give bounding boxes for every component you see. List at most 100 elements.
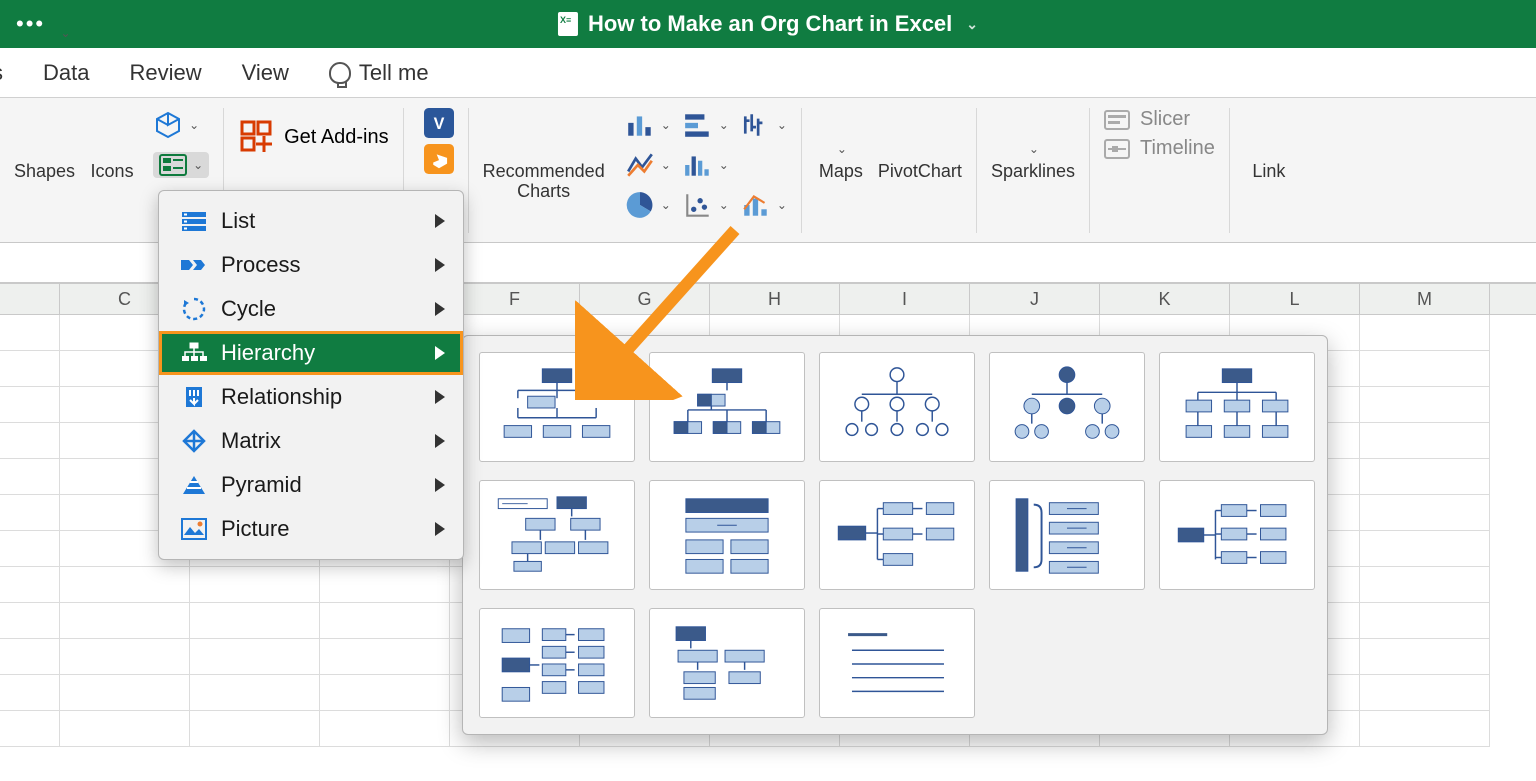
hierarchy-layout-thumb[interactable] bbox=[819, 480, 975, 590]
menu-item-pyramid[interactable]: Pyramid bbox=[159, 463, 463, 507]
hierarchy-layout-thumb[interactable] bbox=[479, 352, 635, 462]
cell[interactable] bbox=[1360, 351, 1490, 387]
cell[interactable] bbox=[0, 351, 60, 387]
timeline-button[interactable]: Timeline bbox=[1104, 137, 1215, 160]
column-header[interactable]: J bbox=[970, 284, 1100, 314]
slicer-button[interactable]: Slicer bbox=[1104, 108, 1215, 131]
cell[interactable] bbox=[190, 639, 320, 675]
menu-item-process[interactable]: Process bbox=[159, 243, 463, 287]
link-button[interactable]: Link bbox=[1244, 108, 1294, 182]
maps-button[interactable]: ⌄ Maps bbox=[816, 108, 866, 182]
tab-partial[interactable]: s bbox=[0, 52, 3, 94]
title-chevron-icon[interactable]: ⌄ bbox=[966, 16, 978, 33]
cell[interactable] bbox=[60, 603, 190, 639]
menu-item-hierarchy[interactable]: Hierarchy bbox=[159, 331, 463, 375]
visio-icon[interactable]: V bbox=[424, 108, 454, 138]
cell[interactable] bbox=[60, 639, 190, 675]
tab-data[interactable]: Data bbox=[43, 52, 89, 94]
line-chart-icon[interactable] bbox=[625, 150, 655, 180]
cell[interactable] bbox=[1360, 603, 1490, 639]
cell[interactable] bbox=[0, 387, 60, 423]
hierarchy-layout-thumb[interactable] bbox=[1159, 352, 1315, 462]
hierarchy-layout-thumb[interactable] bbox=[819, 352, 975, 462]
window-menu-dots[interactable]: ••• bbox=[16, 11, 45, 37]
get-addins-label[interactable]: Get Add-ins bbox=[284, 126, 389, 149]
column-header[interactable] bbox=[0, 284, 60, 314]
cell[interactable] bbox=[60, 675, 190, 711]
hierarchy-layout-thumb[interactable] bbox=[989, 352, 1145, 462]
tab-review[interactable]: Review bbox=[129, 52, 201, 94]
cell[interactable] bbox=[1360, 459, 1490, 495]
cell[interactable] bbox=[0, 315, 60, 351]
hierarchy-layout-thumb[interactable] bbox=[1159, 480, 1315, 590]
tab-view[interactable]: View bbox=[242, 52, 289, 94]
column-header[interactable]: M bbox=[1360, 284, 1490, 314]
smartart-button[interactable]: ⌄ bbox=[153, 152, 209, 178]
hierarchy-layout-thumb[interactable] bbox=[649, 352, 805, 462]
menu-item-label: Process bbox=[221, 252, 300, 278]
cell[interactable] bbox=[60, 567, 190, 603]
cell[interactable] bbox=[190, 711, 320, 747]
sparklines-button[interactable]: ⌄ Sparklines bbox=[991, 108, 1075, 182]
column-header[interactable]: F bbox=[450, 284, 580, 314]
hierarchy-layout-thumb[interactable] bbox=[819, 608, 975, 718]
hierarchy-layout-thumb[interactable] bbox=[989, 480, 1145, 590]
cell[interactable] bbox=[320, 675, 450, 711]
tell-me-search[interactable]: Tell me bbox=[329, 52, 429, 94]
cell[interactable] bbox=[60, 711, 190, 747]
cell[interactable] bbox=[190, 675, 320, 711]
shapes-button[interactable]: ⌄ Shapes bbox=[14, 108, 75, 182]
cell[interactable] bbox=[190, 567, 320, 603]
menu-item-cycle[interactable]: Cycle bbox=[159, 287, 463, 331]
excel-doc-icon bbox=[558, 12, 578, 36]
cell[interactable] bbox=[0, 675, 60, 711]
cell[interactable] bbox=[320, 639, 450, 675]
bar-chart-icon[interactable] bbox=[683, 110, 713, 140]
column-header[interactable]: H bbox=[710, 284, 840, 314]
column-header[interactable]: I bbox=[840, 284, 970, 314]
cell[interactable] bbox=[0, 711, 60, 747]
scatter-chart-icon[interactable] bbox=[683, 190, 713, 220]
cell[interactable] bbox=[320, 711, 450, 747]
pivotchart-button[interactable]: PivotChart bbox=[878, 108, 962, 182]
cell[interactable] bbox=[0, 495, 60, 531]
cell[interactable] bbox=[1360, 639, 1490, 675]
menu-item-matrix[interactable]: Matrix bbox=[159, 419, 463, 463]
cell[interactable] bbox=[190, 603, 320, 639]
menu-item-relationship[interactable]: Relationship bbox=[159, 375, 463, 419]
column-header[interactable]: G bbox=[580, 284, 710, 314]
cell[interactable] bbox=[1360, 567, 1490, 603]
hierarchy-layout-thumb[interactable] bbox=[649, 608, 805, 718]
pie-chart-icon[interactable] bbox=[625, 190, 655, 220]
cell[interactable] bbox=[1360, 495, 1490, 531]
stock-chart-icon[interactable] bbox=[741, 110, 771, 140]
cell[interactable] bbox=[1360, 675, 1490, 711]
combo-chart-icon[interactable] bbox=[741, 190, 771, 220]
cell[interactable] bbox=[0, 531, 60, 567]
cell[interactable] bbox=[1360, 423, 1490, 459]
recommended-charts-button[interactable]: ? Recommended Charts bbox=[483, 108, 605, 202]
column-chart-icon[interactable] bbox=[625, 110, 655, 140]
cell[interactable] bbox=[0, 459, 60, 495]
cell[interactable] bbox=[0, 567, 60, 603]
cell[interactable] bbox=[1360, 387, 1490, 423]
bing-icon[interactable] bbox=[424, 144, 454, 174]
menu-item-list[interactable]: List bbox=[159, 199, 463, 243]
menu-item-picture[interactable]: Picture bbox=[159, 507, 463, 551]
column-header[interactable]: L bbox=[1230, 284, 1360, 314]
cell[interactable] bbox=[1360, 315, 1490, 351]
hierarchy-layout-thumb[interactable] bbox=[479, 608, 635, 718]
hierarchy-layout-thumb[interactable] bbox=[649, 480, 805, 590]
cell[interactable] bbox=[320, 603, 450, 639]
column-header[interactable]: K bbox=[1100, 284, 1230, 314]
cell[interactable] bbox=[1360, 711, 1490, 747]
cell[interactable] bbox=[1360, 531, 1490, 567]
histogram-icon[interactable] bbox=[683, 150, 713, 180]
models-icon[interactable] bbox=[153, 110, 183, 140]
hierarchy-layout-thumb[interactable] bbox=[479, 480, 635, 590]
cell[interactable] bbox=[0, 603, 60, 639]
cell[interactable] bbox=[320, 567, 450, 603]
cell[interactable] bbox=[0, 639, 60, 675]
icons-button[interactable]: Icons bbox=[87, 108, 137, 182]
cell[interactable] bbox=[0, 423, 60, 459]
